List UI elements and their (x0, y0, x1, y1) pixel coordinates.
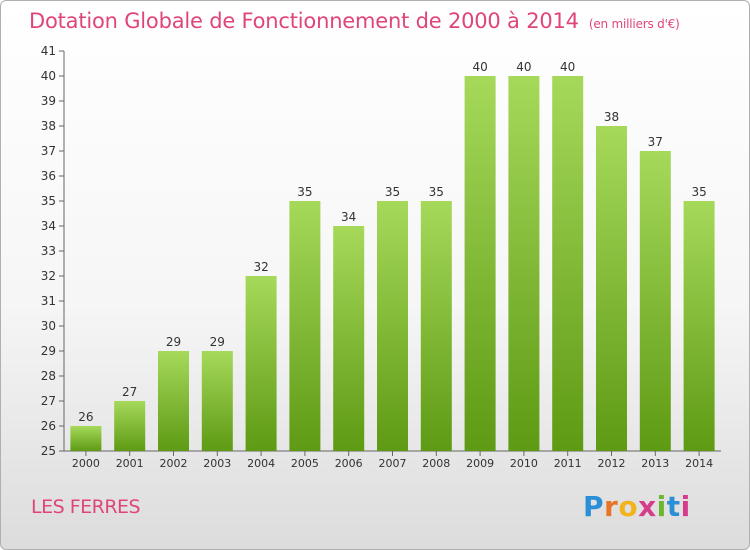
data-label-2000: 26 (78, 410, 93, 424)
y-tick-label: 27 (41, 394, 56, 408)
bar-2008[interactable] (420, 201, 452, 451)
data-label-2008: 35 (429, 185, 444, 199)
bar-2012[interactable] (596, 126, 627, 451)
y-tick-label: 28 (41, 369, 56, 383)
bar-2013[interactable] (639, 151, 671, 451)
data-labels: 26 27 29 29 32 35 34 35 35 40 40 40 38 37 35 (78, 60, 706, 424)
x-tick-label: 2012 (598, 457, 626, 470)
bar-2010[interactable] (508, 76, 540, 451)
data-label-2009: 40 (472, 60, 487, 74)
x-tick-label: 2006 (335, 457, 363, 470)
x-tick-label: 2002 (160, 457, 188, 470)
x-tick-label: 2013 (641, 457, 669, 470)
data-label-2006: 34 (341, 210, 356, 224)
y-tick-label: 32 (41, 269, 56, 283)
y-tick-label: 30 (41, 319, 56, 333)
x-tick-label: 2009 (466, 457, 494, 470)
x-tick-label: 2001 (116, 457, 144, 470)
logo-letter: r (604, 490, 619, 523)
data-label-2004: 32 (253, 260, 268, 274)
bar-2009[interactable] (464, 76, 496, 451)
y-tick-label: 36 (41, 169, 56, 183)
data-label-2012: 38 (604, 110, 619, 124)
data-label-2002: 29 (166, 335, 181, 349)
bar-2014[interactable] (683, 201, 715, 451)
bar-2011[interactable] (552, 76, 584, 451)
y-tick-label: 29 (41, 344, 56, 358)
data-label-2014: 35 (691, 185, 706, 199)
y-tick-label: 25 (41, 444, 56, 458)
chart-title-line: Dotation Globale de Fonctionnement de 20… (29, 9, 680, 33)
bars (70, 76, 715, 451)
x-tick-label: 2010 (510, 457, 538, 470)
bar-2006[interactable] (333, 226, 365, 451)
y-tick-label: 35 (41, 194, 56, 208)
y-tick-label: 38 (41, 119, 56, 133)
logo-letter: i (656, 490, 667, 523)
x-tick-label: 2008 (422, 457, 450, 470)
bar-2004[interactable] (245, 276, 277, 451)
data-label-2013: 37 (648, 135, 663, 149)
logo-letter: i (680, 490, 691, 523)
y-tick-label: 40 (41, 69, 56, 83)
bar-2003[interactable] (201, 351, 233, 451)
bar-2000[interactable] (70, 426, 102, 451)
y-axis: 25 26 27 28 29 30 31 32 33 34 35 36 37 38 39 40 41 (41, 44, 65, 458)
y-tick-label: 37 (41, 144, 56, 158)
data-label-2007: 35 (385, 185, 400, 199)
y-tick-label: 41 (41, 44, 56, 58)
x-tick-label: 2005 (291, 457, 319, 470)
x-tick-label: 2000 (72, 457, 100, 470)
logo-letter: t (666, 490, 681, 523)
x-tick-label: 2014 (685, 457, 713, 470)
data-label-2003: 29 (210, 335, 225, 349)
y-tick-label: 31 (41, 294, 56, 308)
y-tick-label: 34 (41, 219, 56, 233)
chart-subtitle: (en milliers d'€) (588, 17, 680, 31)
bar-2001[interactable] (114, 401, 146, 451)
chart-title: Dotation Globale de Fonctionnement de 20… (29, 9, 579, 33)
x-axis: 2000 2001 2002 2003 2004 2005 2006 2007 2008 2009… (64, 450, 721, 470)
logo-letter: x (638, 490, 657, 523)
y-tick-label: 26 (41, 419, 56, 433)
x-tick-label: 2007 (379, 457, 407, 470)
logo-letter: o (618, 490, 639, 523)
data-label-2005: 35 (297, 185, 312, 199)
x-tick-label: 2011 (554, 457, 582, 470)
x-tick-label: 2004 (247, 457, 275, 470)
proxiti-logo[interactable]: Proxiti (583, 490, 691, 523)
logo-letter: P (583, 490, 605, 523)
bar-2002[interactable] (158, 351, 189, 451)
data-label-2011: 40 (560, 60, 575, 74)
commune-name: LES FERRES (31, 496, 141, 518)
data-label-2010: 40 (516, 60, 531, 74)
y-tick-label: 33 (41, 244, 56, 258)
bar-2007[interactable] (377, 201, 408, 451)
bar-2005[interactable] (289, 201, 321, 451)
y-tick-label: 39 (41, 94, 56, 108)
data-label-2001: 27 (122, 385, 137, 399)
x-tick-label: 2003 (203, 457, 231, 470)
